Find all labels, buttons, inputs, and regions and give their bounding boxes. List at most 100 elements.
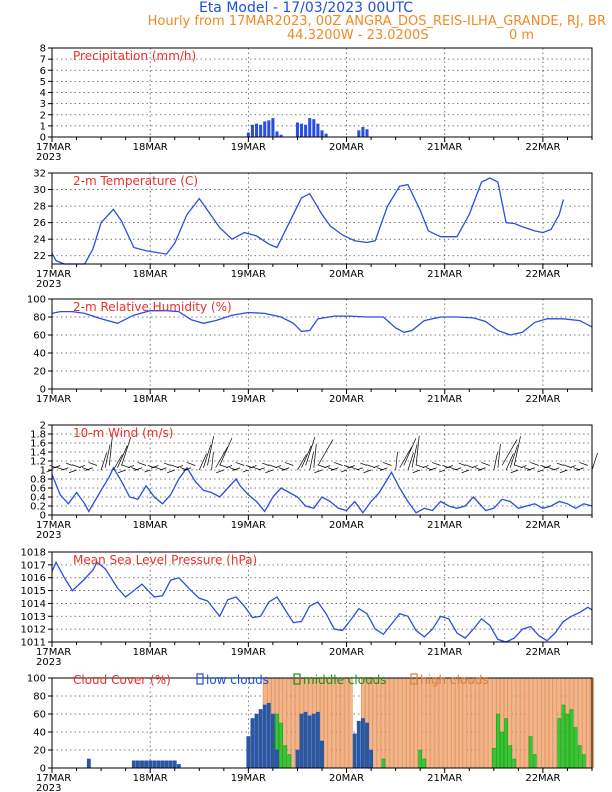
high-cloud-bar (463, 677, 468, 769)
high-cloud-bar (512, 677, 517, 769)
high-cloud-bar (553, 677, 558, 769)
legend-label-1: low clouds (206, 673, 269, 687)
wind-arrow (167, 469, 175, 474)
high-cloud-bar (483, 677, 488, 769)
low-cloud-bar (307, 715, 312, 769)
wind-arrow (471, 465, 478, 468)
slp-xtick-label: 18MAR (133, 647, 168, 658)
wind-xtick-label: 21MAR (427, 520, 462, 531)
rh-title: 2-m Relative Humidity (%) (73, 300, 232, 314)
temp-year-label: 2023 (36, 279, 61, 290)
precip-bar (316, 123, 320, 137)
wind-ytick-label: 1.6 (30, 439, 46, 450)
high-cloud-bar (451, 677, 455, 769)
temp-ytick-label: 24 (33, 235, 46, 246)
wind-arrow (305, 436, 316, 466)
wind-ytick-label: 1.8 (30, 430, 46, 441)
cloud-title: Cloud Cover (%) (73, 673, 171, 687)
slp-xtick-label: 19MAR (231, 647, 266, 658)
wind-arrow (556, 462, 564, 466)
wind-arrow (422, 465, 429, 468)
precip-year-label: 2023 (36, 152, 61, 163)
low-cloud-bar (295, 749, 300, 769)
low-cloud-bar (148, 760, 153, 769)
legend-swatch-2 (293, 673, 301, 685)
high-cloud-bar (328, 677, 333, 769)
high-cloud-bar (459, 677, 463, 769)
rh-ytick-label: 80 (33, 313, 46, 324)
precip-ytick-label: 4 (40, 88, 46, 99)
wind-xtick-label: 22MAR (525, 520, 560, 531)
wind-arrow (100, 452, 107, 471)
high-cloud-bar (340, 677, 345, 769)
low-cloud-bar (168, 760, 173, 769)
rh-xtick-label: 19MAR (231, 394, 266, 405)
low-cloud-bar (152, 760, 157, 769)
rh-xtick-label: 21MAR (427, 394, 462, 405)
wind-arrow (569, 465, 576, 468)
high-cloud-bar (393, 677, 398, 769)
wind-arrow (379, 467, 388, 471)
temp-ytick-label: 28 (33, 202, 46, 213)
low-cloud-bar (270, 713, 275, 769)
wind-arrow (215, 446, 228, 468)
wind-arrow (505, 453, 514, 471)
slp-ytick-label: 1016 (21, 573, 46, 584)
precip-ytick-label: 1 (40, 121, 46, 132)
middle-cloud-bar (557, 718, 562, 769)
precip-frame (51, 47, 593, 138)
wind-arrow (477, 467, 486, 471)
precip-xtick-label: 17MAR (36, 142, 71, 153)
low-cloud-bar (262, 704, 267, 769)
precip-ytick-label: 6 (40, 66, 46, 77)
low-cloud-bar (299, 713, 304, 769)
low-cloud-bar (172, 760, 177, 769)
precip-bar (357, 130, 361, 137)
middle-cloud-bar (528, 736, 533, 769)
cloud-xtick-label: 21MAR (427, 773, 462, 784)
wind-arrow (62, 467, 69, 471)
middle-cloud-bar (422, 758, 427, 769)
low-cloud-bar (303, 711, 308, 769)
precip-ytick-label: 2 (40, 110, 46, 121)
precip-xtick-label: 18MAR (133, 142, 168, 153)
wind-arrow (432, 462, 441, 466)
wind-ytick-label: 1.2 (30, 457, 46, 468)
rh-ytick-label: 40 (33, 349, 46, 360)
wind-arrow (553, 467, 560, 471)
low-cloud-bar (250, 718, 255, 769)
high-cloud-bar (324, 677, 328, 769)
wind-arrow (235, 462, 245, 466)
wind-arrow (509, 444, 518, 468)
wind-xtick-label: 17MAR (36, 520, 71, 531)
temp-xtick-label: 21MAR (427, 269, 462, 280)
middle-cloud-bar (577, 745, 582, 769)
wind-arrow (219, 437, 233, 466)
wind-ytick-label: 0.6 (30, 484, 46, 495)
wind-arrow (314, 469, 323, 474)
wind-xtick-label: 18MAR (133, 520, 168, 531)
wind-ytick-label: 1 (40, 466, 46, 477)
wind-arrow (530, 462, 539, 466)
slp-ytick-label: 1015 (21, 586, 46, 597)
precip-bar (295, 122, 299, 137)
middle-cloud-bar (381, 758, 386, 769)
low-cloud-bar (315, 711, 320, 769)
wind-arrow (579, 462, 589, 466)
wind-arrow (183, 467, 192, 471)
station-coordinates: 44.3200W - 23.0200S (287, 28, 429, 43)
slp-ytick-label: 1018 (21, 548, 46, 559)
low-cloud-bar (320, 740, 324, 769)
wind-arrow (513, 436, 521, 466)
wind-arrow (46, 469, 53, 473)
low-cloud-bar (160, 760, 165, 769)
wind-arrow (275, 465, 282, 468)
precip-xtick-label: 19MAR (231, 142, 266, 153)
wind-arrow (373, 465, 380, 468)
high-cloud-bar (430, 677, 435, 769)
middle-cloud-bar (573, 727, 578, 769)
middle-cloud-bar (581, 754, 586, 769)
wind-arrow (88, 462, 98, 466)
slp-xtick-label: 17MAR (36, 647, 71, 658)
